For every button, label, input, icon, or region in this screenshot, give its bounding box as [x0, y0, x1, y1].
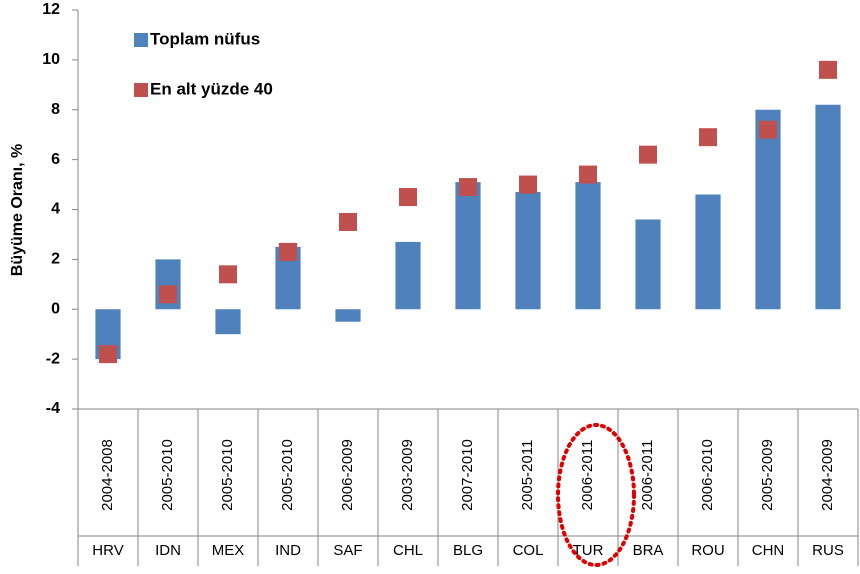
- x-tick-label: BRA: [633, 542, 664, 559]
- bar: [575, 182, 601, 310]
- x-tick-label: ROU: [691, 542, 724, 559]
- bar: [455, 182, 481, 310]
- x-tick-label: IND: [275, 542, 301, 559]
- x-tick-label: RUS: [812, 542, 844, 559]
- marker: [519, 175, 537, 194]
- marker: [459, 178, 477, 197]
- bar: [815, 104, 841, 310]
- x-tick-label: MEX: [212, 542, 245, 559]
- bar: [695, 194, 721, 310]
- y-tick-label: 6: [51, 151, 60, 168]
- y-tick-label: -4: [46, 400, 60, 417]
- x-period-label: 2007-2010: [459, 439, 476, 511]
- marker: [759, 120, 777, 139]
- x-tick-label: SAF: [333, 542, 362, 559]
- marker: [579, 165, 597, 184]
- marker: [699, 128, 717, 147]
- y-tick-label: 12: [42, 1, 60, 18]
- bar: [515, 192, 541, 310]
- marker: [99, 345, 117, 364]
- x-period-label: 2004-2008: [99, 439, 116, 511]
- x-period-label: 2006-2011: [639, 440, 656, 511]
- marker: [399, 188, 417, 207]
- marker: [159, 285, 177, 304]
- bar: [635, 219, 661, 310]
- bar: [395, 241, 421, 310]
- bar: [335, 309, 361, 322]
- x-tick-label: CHL: [393, 542, 423, 559]
- x-period-label: 2005-2010: [279, 439, 296, 511]
- y-tick-label: -2: [46, 350, 60, 367]
- highlight-ellipse: [556, 423, 636, 567]
- y-tick-label: 2: [51, 251, 60, 268]
- marker: [339, 212, 357, 231]
- y-tick-label: 0: [51, 300, 60, 317]
- x-period-label: 2005-2010: [159, 439, 176, 511]
- legend-swatch: [134, 33, 148, 47]
- y-tick-label: 4: [51, 201, 60, 218]
- x-tick-label: CHN: [752, 542, 785, 559]
- bar: [215, 309, 241, 335]
- legend-label: Toplam nüfus: [150, 29, 260, 48]
- y-tick-label: 8: [51, 101, 60, 118]
- marker: [819, 60, 837, 79]
- x-period-label: 2005-2011: [519, 440, 536, 511]
- x-period-label: 2005-2009: [759, 439, 776, 511]
- x-tick-label: BLG: [453, 542, 483, 559]
- legend-swatch: [134, 83, 148, 97]
- x-tick-label: COL: [513, 542, 544, 559]
- x-period-label: 2005-2010: [219, 439, 236, 511]
- x-tick-label: TUR: [573, 542, 604, 559]
- x-period-label: 2006-2009: [339, 439, 356, 511]
- y-tick-label: 10: [42, 51, 60, 68]
- x-period-label: 2006-2011: [579, 440, 596, 511]
- x-period-label: 2006-2010: [699, 439, 716, 511]
- bar: [755, 109, 781, 310]
- y-axis-title: Büyüme Oranı, %: [9, 144, 26, 276]
- x-tick-label: IDN: [155, 542, 181, 559]
- x-period-label: 2003-2009: [399, 439, 416, 511]
- x-period-label: 2004-2009: [819, 439, 836, 511]
- x-tick-label: HRV: [92, 542, 123, 559]
- marker: [279, 242, 297, 261]
- legend-label: En alt yüzde 40: [150, 79, 273, 98]
- marker: [639, 145, 657, 164]
- marker: [219, 265, 237, 284]
